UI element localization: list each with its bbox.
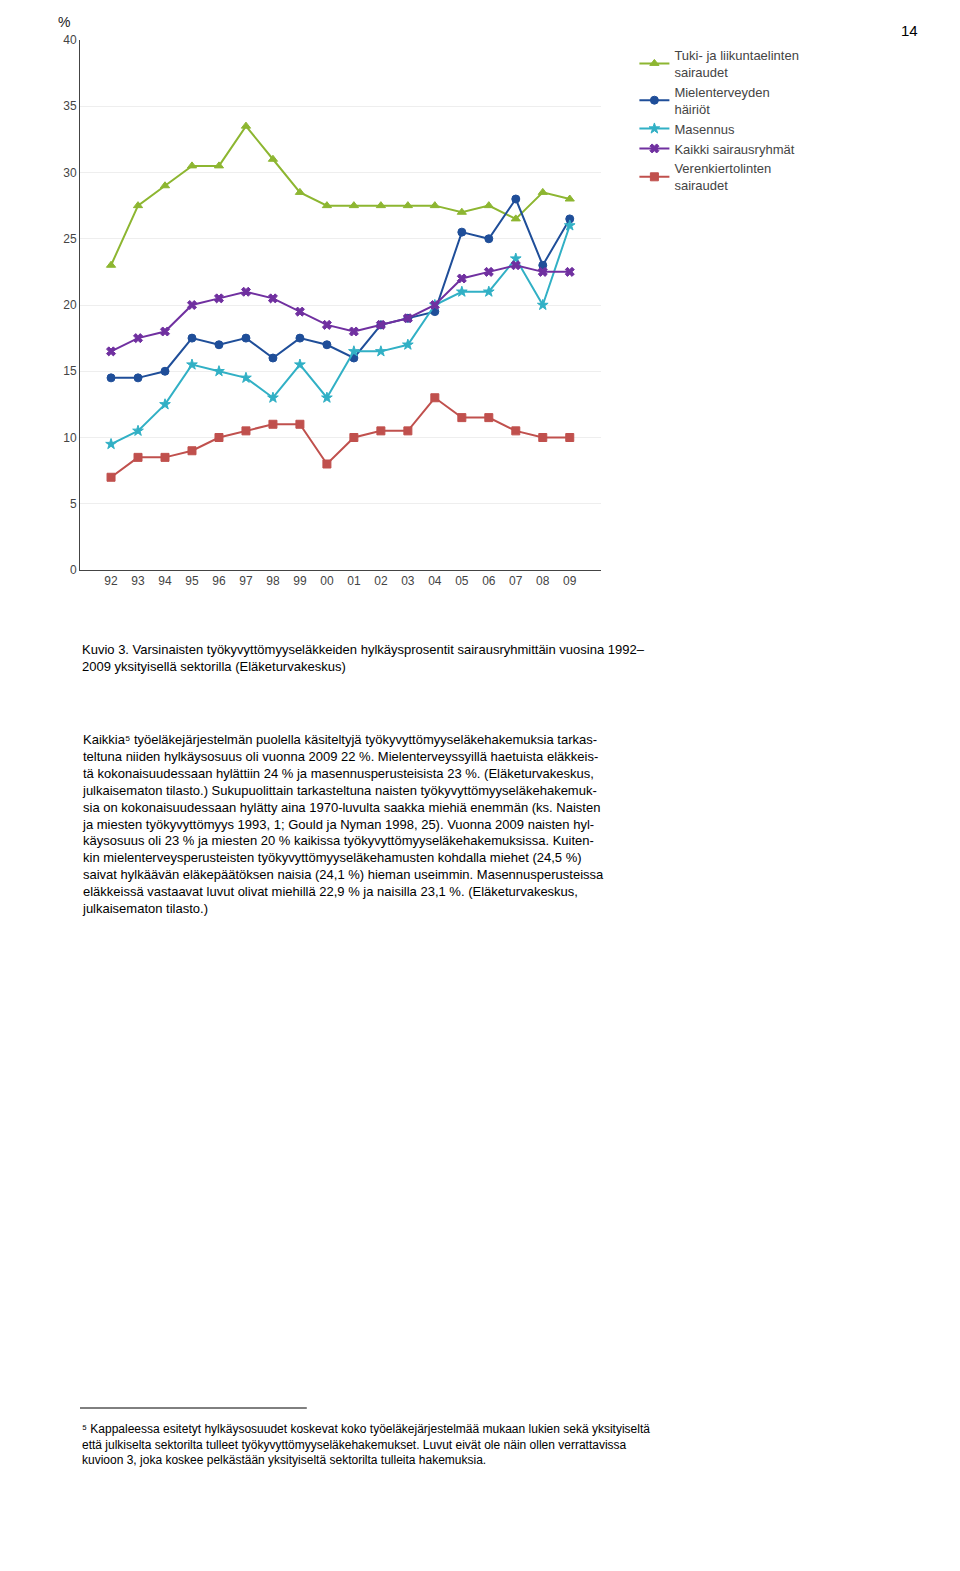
svg-text:Kuvio 3. Varsinaisten työkyvyt: Kuvio 3. Varsinaisten työkyvyttömyyseläk… — [82, 642, 645, 674]
svg-text:08: 08 — [536, 574, 550, 588]
svg-text:00: 00 — [320, 574, 334, 588]
svg-text:99: 99 — [293, 574, 307, 588]
svg-text:5: 5 — [70, 497, 77, 511]
svg-text:0: 0 — [70, 563, 77, 577]
svg-text:97: 97 — [239, 574, 253, 588]
svg-text:03: 03 — [401, 574, 415, 588]
svg-text:07: 07 — [509, 574, 523, 588]
svg-text:92: 92 — [104, 574, 118, 588]
svg-text:98: 98 — [266, 574, 280, 588]
svg-text:93: 93 — [131, 574, 145, 588]
svg-text:02: 02 — [374, 574, 388, 588]
svg-text:%: % — [58, 14, 70, 30]
svg-text:95: 95 — [185, 574, 199, 588]
svg-text:06: 06 — [482, 574, 496, 588]
svg-text:30: 30 — [63, 166, 77, 180]
svg-text:94: 94 — [158, 574, 172, 588]
svg-text:96: 96 — [212, 574, 226, 588]
svg-text:Kaikki sairausryhmät: Kaikki sairausryhmät — [674, 142, 794, 157]
svg-text:04: 04 — [428, 574, 442, 588]
svg-text:Verenkiertolintensairaudet: Verenkiertolintensairaudet — [674, 161, 771, 193]
svg-text:01: 01 — [347, 574, 361, 588]
svg-text:20: 20 — [63, 298, 77, 312]
svg-text:Kaikkia⁵ työeläkejärjestelmän: Kaikkia⁵ työeläkejärjestelmän puolella k… — [82, 732, 604, 916]
svg-text:40: 40 — [63, 33, 77, 47]
svg-text:Masennus: Masennus — [674, 122, 734, 137]
svg-text:14: 14 — [901, 22, 918, 39]
svg-text:10: 10 — [63, 431, 77, 445]
svg-text:⁵ Kappaleessa esitetyt hylkäys: ⁵ Kappaleessa esitetyt hylkäysosuudet ko… — [82, 1422, 650, 1467]
svg-text:35: 35 — [63, 99, 77, 113]
svg-text:05: 05 — [455, 574, 469, 588]
svg-text:Mielenterveydenhäiriöt: Mielenterveydenhäiriöt — [674, 85, 769, 117]
svg-text:Tuki- ja liikuntaelintensairau: Tuki- ja liikuntaelintensairaudet — [674, 48, 799, 80]
svg-text:25: 25 — [63, 232, 77, 246]
svg-text:09: 09 — [563, 574, 577, 588]
svg-text:15: 15 — [63, 364, 77, 378]
